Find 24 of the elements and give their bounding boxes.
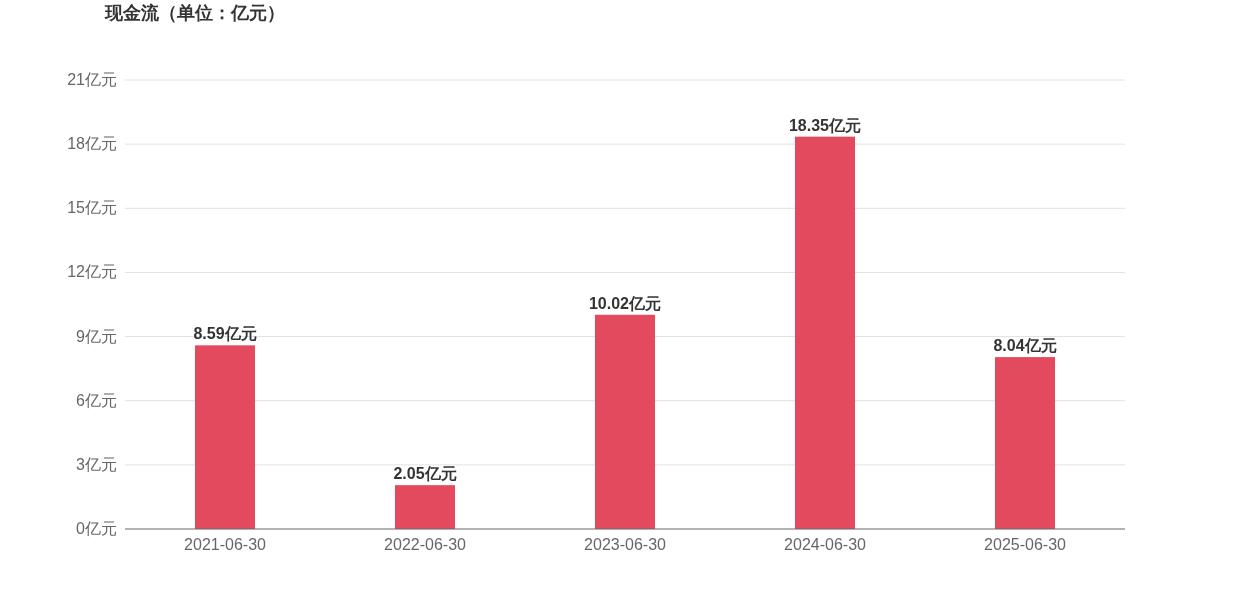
- x-tick-label: 2023-06-30: [584, 536, 667, 553]
- x-tick-label: 2025-06-30: [984, 536, 1067, 553]
- bar: [395, 485, 455, 529]
- chart-title: 现金流（单位：亿元）: [104, 3, 285, 23]
- bar: [595, 314, 655, 529]
- y-tick-label: 18亿元: [67, 135, 117, 153]
- y-tick-label: 15亿元: [67, 199, 117, 217]
- bar: [795, 136, 855, 529]
- data-label: 18.35亿元: [788, 116, 862, 134]
- bar: [995, 357, 1055, 529]
- y-tick-label: 3亿元: [76, 455, 117, 473]
- x-tick-label: 2021-06-30: [184, 536, 267, 553]
- y-tick-label: 12亿元: [67, 263, 117, 281]
- x-tick-label: 2024-06-30: [784, 536, 867, 553]
- data-label: 10.02亿元: [588, 294, 662, 312]
- y-tick-label: 21亿元: [67, 71, 117, 88]
- data-label: 2.05亿元: [393, 465, 457, 483]
- y-tick-label: 9亿元: [76, 327, 117, 345]
- y-tick-label: 6亿元: [76, 391, 117, 409]
- data-label: 8.59亿元: [193, 325, 257, 343]
- y-tick-label: 0亿元: [76, 520, 117, 537]
- bar: [195, 345, 255, 529]
- data-label: 8.04亿元: [993, 337, 1057, 355]
- x-tick-label: 2022-06-30: [384, 536, 467, 553]
